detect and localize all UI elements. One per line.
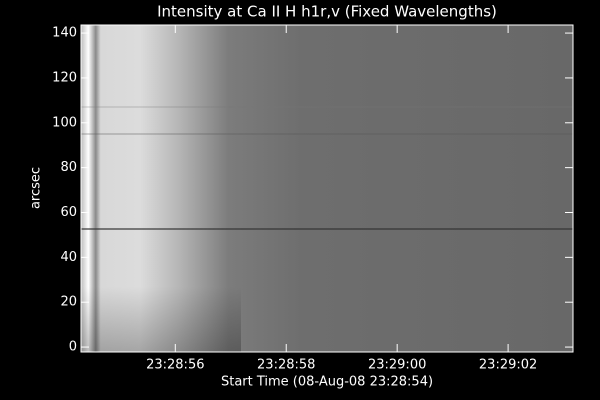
- x-tick-label: 23:29:02: [479, 358, 537, 373]
- x-tick-label: 23:28:58: [257, 358, 315, 373]
- x-tick-label: 23:29:00: [368, 358, 426, 373]
- y-tick-label: 120: [52, 70, 77, 85]
- y-tick-label: 100: [52, 115, 77, 130]
- y-tick-label: 0: [69, 340, 77, 355]
- x-axis-label: Start Time (08-Aug-08 23:28:54): [221, 375, 433, 390]
- plot-frame: [80, 24, 574, 353]
- chart-title: Intensity at Ca II H h1r,v (Fixed Wavele…: [157, 3, 497, 21]
- y-tick-label: 60: [60, 205, 77, 220]
- y-tick-label: 140: [52, 26, 77, 41]
- y-tick-label: 80: [60, 160, 77, 175]
- y-tick-label: 20: [60, 295, 77, 310]
- x-tick-label: 23:28:56: [146, 358, 204, 373]
- y-tick-label: 40: [60, 250, 77, 265]
- y-axis-label: arcsec: [29, 167, 44, 209]
- intensity-image: [81, 25, 573, 352]
